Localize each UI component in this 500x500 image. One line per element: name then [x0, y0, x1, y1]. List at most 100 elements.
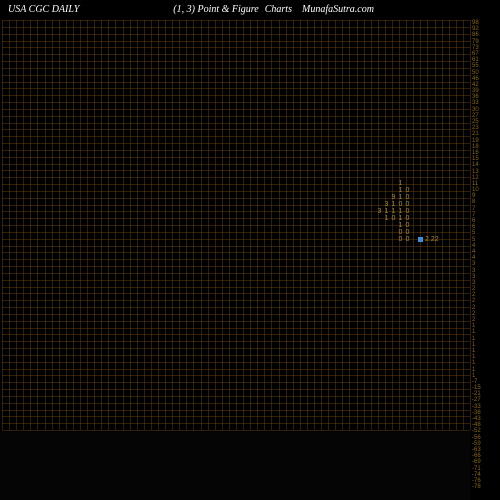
- grid-line-v: [52, 20, 53, 430]
- pf-cell: 1: [390, 201, 397, 208]
- pf-cell: 0: [404, 236, 411, 243]
- grid-line-v: [371, 20, 372, 430]
- grid-line-v: [108, 20, 109, 430]
- y-tick-label: -78: [472, 484, 498, 490]
- grid-line-v: [335, 20, 336, 430]
- grid-line-v: [413, 20, 414, 430]
- grid-line-v: [250, 20, 251, 430]
- grid-line-v: [179, 20, 180, 430]
- grid-line-v: [2, 20, 3, 430]
- grid-line-v: [328, 20, 329, 430]
- grid-line-v: [45, 20, 46, 430]
- grid-line-v: [208, 20, 209, 430]
- grid-line-v: [80, 20, 81, 430]
- grid-line-v: [9, 20, 10, 430]
- grid-line-v: [349, 20, 350, 430]
- chart-params: (1, 3) Point & Figure: [173, 4, 258, 20]
- pf-cell: 3: [376, 208, 383, 215]
- pf-cell: 0: [404, 187, 411, 194]
- pf-cell: 0: [404, 194, 411, 201]
- grid-line-v: [456, 20, 457, 430]
- grid-line-v: [229, 20, 230, 430]
- grid-line-v: [264, 20, 265, 430]
- grid-line-v: [257, 20, 258, 430]
- pf-cell: 1: [397, 208, 404, 215]
- y-axis-labels: 9892867973676155504642393633302725232119…: [470, 20, 498, 498]
- grid-line-v: [87, 20, 88, 430]
- grid-line-v: [137, 20, 138, 430]
- grid-line-v: [73, 20, 74, 430]
- grid-line-v: [314, 20, 315, 430]
- grid-line-v: [364, 20, 365, 430]
- grid-line-v: [392, 20, 393, 430]
- grid-line-h: [2, 430, 470, 431]
- grid-line-v: [442, 20, 443, 430]
- grid-line-v: [37, 20, 38, 430]
- grid-line-v: [342, 20, 343, 430]
- grid-line-v: [271, 20, 272, 430]
- grid-line-v: [357, 20, 358, 430]
- grid-line-v: [115, 20, 116, 430]
- chart-header: USA CGC DAILY (1, 3) Point & Figure Char…: [8, 4, 492, 20]
- grid-line-v: [243, 20, 244, 430]
- pf-cell: 0: [404, 201, 411, 208]
- grid-line-v: [449, 20, 450, 430]
- grid-line-v: [201, 20, 202, 430]
- grid-line-v: [293, 20, 294, 430]
- grid-line-v: [23, 20, 24, 430]
- pf-cell: 1: [397, 194, 404, 201]
- pf-cell: 1: [397, 222, 404, 229]
- pf-cell: 0: [397, 236, 404, 243]
- pf-cell: 1: [397, 187, 404, 194]
- pf-cell: 0: [390, 215, 397, 222]
- grid-line-v: [420, 20, 421, 430]
- current-price-marker: 2.22: [418, 236, 439, 243]
- grid-line-v: [172, 20, 173, 430]
- grid-line-v: [130, 20, 131, 430]
- grid-line-v: [427, 20, 428, 430]
- pf-cell: 1: [383, 208, 390, 215]
- grid-line-v: [463, 20, 464, 430]
- grid-line-v: [59, 20, 60, 430]
- pf-cell: 3: [383, 201, 390, 208]
- grid-line-v: [385, 20, 386, 430]
- grid-line-v: [151, 20, 152, 430]
- pf-cell: 9: [390, 194, 397, 201]
- grid-line-v: [378, 20, 379, 430]
- ticker-title: USA CGC DAILY: [8, 4, 79, 20]
- pf-cell: 1: [397, 215, 404, 222]
- source-label: MunafaSutra.com: [302, 4, 374, 20]
- pf-cell: 1: [383, 215, 390, 222]
- grid-line-v: [16, 20, 17, 430]
- grid-line-v: [94, 20, 95, 430]
- chart-type-label: Charts: [265, 4, 292, 20]
- grid-line-v: [279, 20, 280, 430]
- pf-cell: 1: [397, 180, 404, 187]
- grid-line-v: [186, 20, 187, 430]
- grid-line-v: [158, 20, 159, 430]
- chart-footer-region: [0, 432, 470, 500]
- grid-line-v: [222, 20, 223, 430]
- pf-cell: 1: [390, 208, 397, 215]
- grid-line-v: [435, 20, 436, 430]
- pf-cell: 0: [397, 229, 404, 236]
- grid-line-v: [286, 20, 287, 430]
- pf-cell: 0: [404, 229, 411, 236]
- grid-line-v: [144, 20, 145, 430]
- grid-line-v: [215, 20, 216, 430]
- grid-line-v: [165, 20, 166, 430]
- pf-cell: 0: [404, 222, 411, 229]
- grid-line-v: [193, 20, 194, 430]
- price-dot-icon: [418, 237, 423, 242]
- pf-cell: 0: [404, 208, 411, 215]
- pf-cell: 0: [397, 201, 404, 208]
- price-value: 2.22: [425, 236, 439, 243]
- pf-cell: 0: [404, 215, 411, 222]
- grid-line-v: [101, 20, 102, 430]
- grid-line-v: [66, 20, 67, 430]
- grid-line-v: [30, 20, 31, 430]
- grid-line-v: [321, 20, 322, 430]
- grid-line-v: [236, 20, 237, 430]
- grid-line-v: [300, 20, 301, 430]
- grid-line-v: [307, 20, 308, 430]
